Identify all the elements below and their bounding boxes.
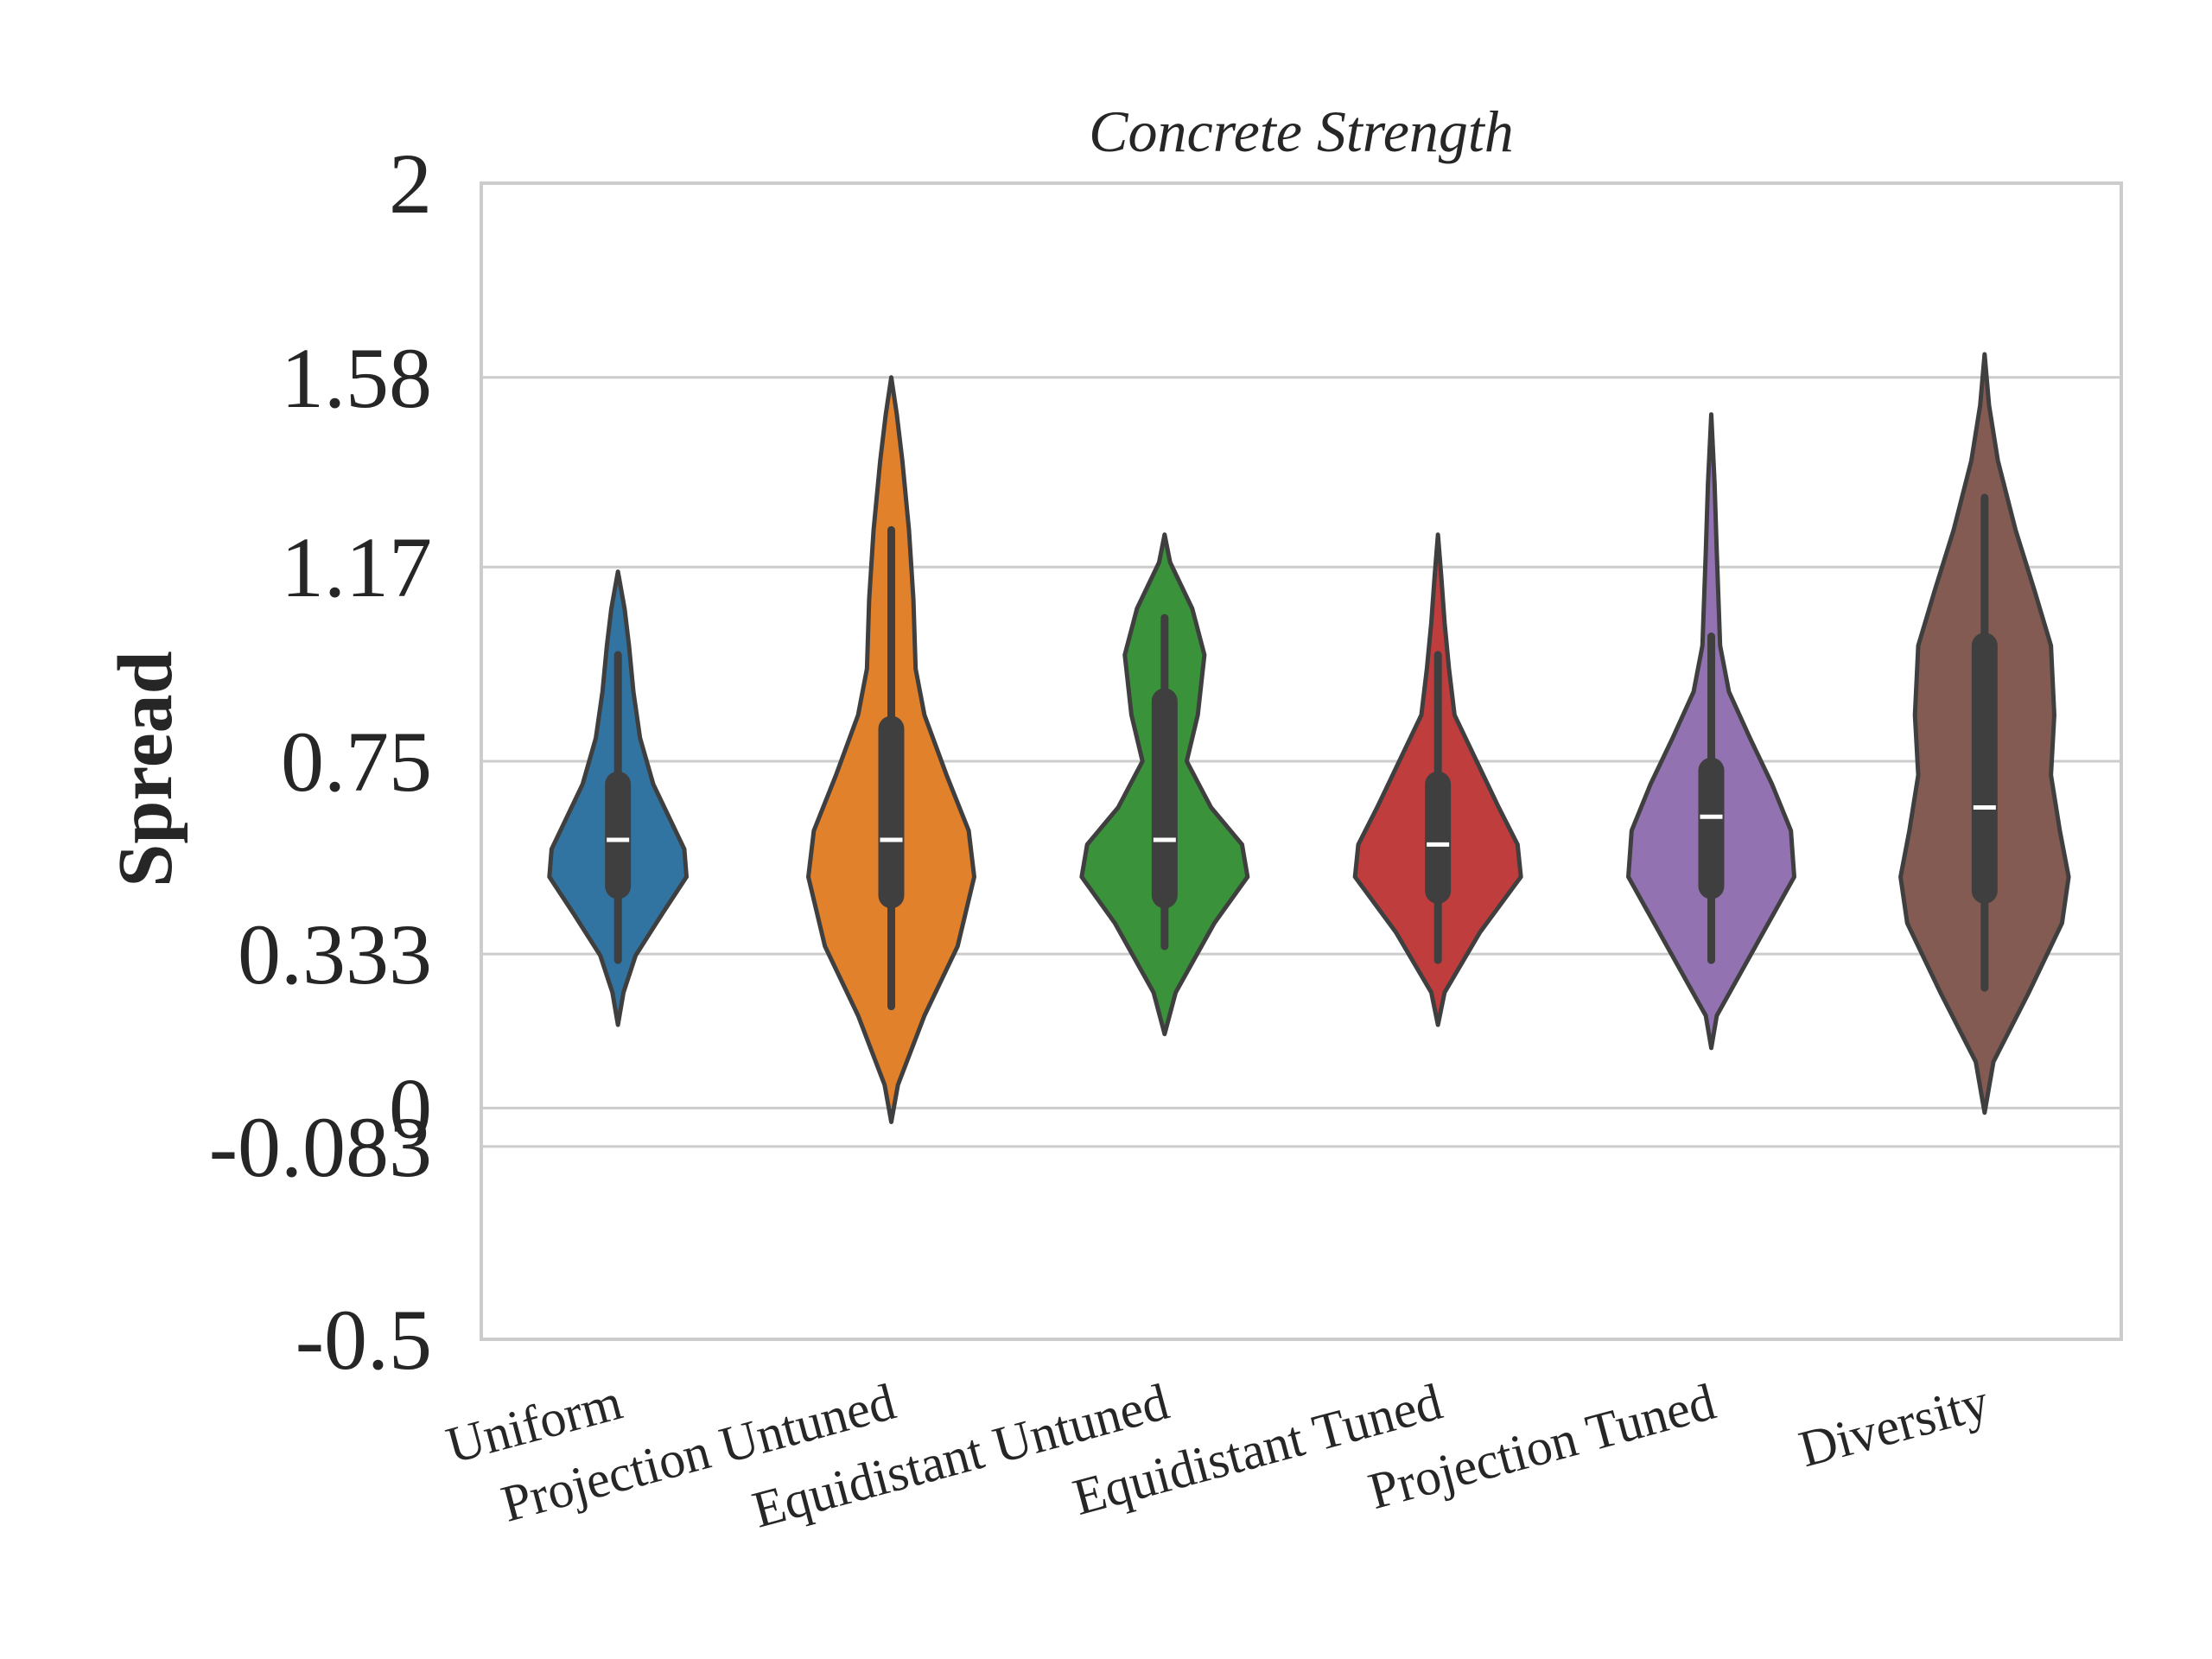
y-tick-label: 0.333 xyxy=(238,906,432,1002)
grid-lines xyxy=(481,376,2121,1148)
x-tick-label: Diversity xyxy=(1793,1373,1994,1478)
violins xyxy=(547,352,2071,1124)
y-tick-label: 0 xyxy=(389,1060,432,1156)
y-tick-label: 0.75 xyxy=(281,714,432,810)
y-tick-label: 1.58 xyxy=(281,330,432,426)
y-tick-label: -0.083 xyxy=(209,1099,432,1195)
chart-title: Concrete Strength xyxy=(1089,99,1514,164)
y-axis-label: Spread xyxy=(103,651,188,887)
plot-frame xyxy=(480,181,2123,1341)
y-tick-label: 2 xyxy=(389,136,432,232)
y-tick-label: 1.17 xyxy=(281,519,432,615)
y-tick-label: -0.5 xyxy=(296,1292,432,1388)
